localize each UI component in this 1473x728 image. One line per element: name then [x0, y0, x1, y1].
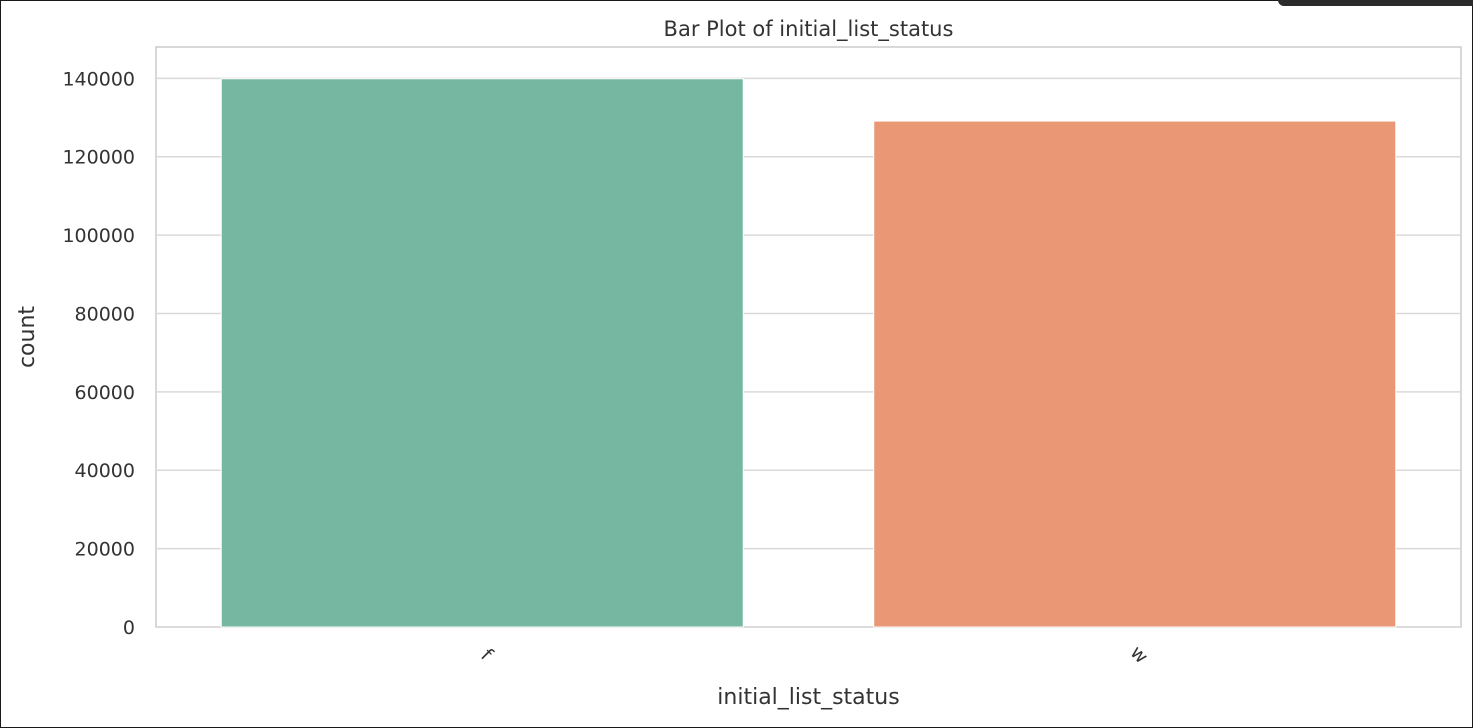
y-tick-label: 140000 — [62, 68, 135, 90]
bar-f — [220, 78, 744, 628]
x-tick-label-w: w — [1126, 641, 1153, 668]
bar-w — [873, 120, 1397, 628]
window-corner-overlay — [1278, 0, 1473, 6]
chart-title: Bar Plot of initial_list_status — [664, 17, 954, 42]
y-tick-label: 100000 — [62, 225, 135, 247]
y-tick-label: 80000 — [75, 303, 135, 325]
y-tick-label: 60000 — [75, 382, 135, 404]
y-tick-label: 40000 — [75, 460, 135, 482]
y-tick-label: 20000 — [75, 539, 135, 561]
y-tick-label: 120000 — [62, 147, 135, 169]
x-axis-label: initial_list_status — [717, 685, 899, 710]
x-tick-label-f: f — [476, 645, 497, 666]
bars — [220, 78, 1397, 628]
y-tick-label: 0 — [123, 617, 135, 639]
y-axis-label: count — [15, 306, 40, 368]
y-tick-labels: 0 20000 40000 60000 80000 100000 120000 140000 — [62, 68, 135, 639]
